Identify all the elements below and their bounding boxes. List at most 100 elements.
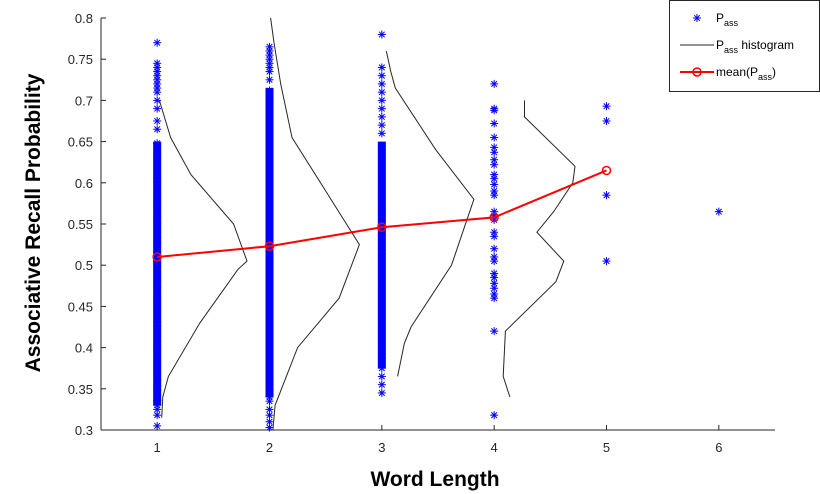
y-tick-label: 0.35 — [68, 382, 93, 397]
scatter-point — [377, 104, 386, 113]
scatter-point — [265, 323, 274, 332]
scatter-point — [153, 117, 162, 125]
scatter-point — [602, 117, 611, 125]
scatter-point — [377, 309, 386, 318]
scatter-point — [153, 346, 162, 355]
scatter-point — [714, 207, 723, 216]
mean-layer — [152, 165, 612, 262]
scatter-point — [602, 191, 611, 200]
scatter-point — [377, 71, 386, 80]
scatter-point — [377, 372, 386, 381]
scatter-point — [377, 146, 386, 155]
scatter-point — [377, 304, 386, 313]
scatter-point — [265, 116, 274, 125]
scatter-point — [265, 397, 274, 406]
scatter-point — [265, 304, 274, 313]
scatter-point — [377, 314, 386, 323]
legend-mean-marker-symbol — [692, 67, 702, 77]
scatter-point — [153, 391, 162, 400]
scatter-point — [153, 302, 162, 311]
scatter-point — [153, 272, 162, 281]
legend-label: mean(Pass) — [716, 65, 776, 82]
scatter-point — [153, 371, 162, 380]
scatter-point — [153, 38, 162, 47]
histogram-curve — [502, 100, 576, 398]
scatter-point — [265, 279, 274, 288]
histogram-curve — [158, 100, 248, 418]
scatter-point — [265, 378, 274, 387]
scatter-point — [377, 181, 386, 190]
scatter-point — [265, 75, 274, 84]
scatter-point — [490, 257, 499, 266]
scatter-point — [153, 312, 162, 321]
x-tick-label: 5 — [603, 440, 610, 455]
scatter-point — [602, 257, 611, 266]
scatter-point — [377, 79, 386, 88]
scatter-point — [377, 280, 386, 289]
x-tick-label: 6 — [715, 440, 722, 455]
scatter-point — [377, 88, 386, 97]
y-tick-label: 0.45 — [68, 299, 93, 314]
x-axis-title: Word Length — [370, 468, 499, 491]
scatter-point — [265, 363, 274, 372]
scatter-point — [265, 299, 274, 308]
scatter-point — [377, 380, 386, 389]
y-tick-label: 0.65 — [68, 135, 93, 150]
mean-marker — [152, 252, 162, 262]
scatter-point — [490, 273, 499, 282]
scatter-point — [377, 129, 386, 138]
y-tick-label: 0.4 — [75, 341, 93, 356]
legend: Pass Pass histogram mean(Pass) — [669, 0, 820, 92]
scatter-point — [377, 30, 386, 39]
mean-marker — [264, 241, 275, 251]
y-tick-label: 0.75 — [68, 52, 93, 67]
x-tick-label: 4 — [491, 440, 498, 455]
scatter-point — [265, 42, 274, 51]
histogram-layer — [158, 17, 576, 431]
scatter-layer — [153, 30, 723, 432]
y-axis-title: Associative Recall Probability — [22, 73, 45, 372]
scatter-point — [377, 294, 386, 303]
scatter-point — [265, 210, 274, 219]
scatter-point — [153, 193, 162, 202]
scatter-point — [153, 228, 162, 237]
scatter-point — [377, 141, 386, 150]
scatter-point — [153, 411, 162, 420]
scatter-point — [265, 86, 274, 95]
scatter-point — [490, 119, 499, 128]
scatter-point — [377, 112, 386, 121]
scatter-point — [490, 133, 499, 142]
scatter-point — [490, 294, 499, 303]
scatter-point — [377, 156, 386, 165]
scatter-point — [490, 244, 499, 253]
legend-label: Pass — [716, 11, 739, 28]
scatter-point — [153, 292, 162, 301]
scatter-point — [265, 200, 274, 209]
y-tick-label: 0.55 — [68, 217, 93, 232]
scatter-point — [153, 307, 162, 316]
scatter-point — [153, 297, 162, 306]
scatter-point — [377, 388, 386, 397]
scatter-point — [153, 178, 162, 187]
mean-marker — [377, 222, 387, 233]
scatter-point — [377, 96, 386, 105]
scatter-point — [490, 191, 499, 200]
scatter-point — [265, 353, 274, 362]
scatter-point — [153, 223, 162, 232]
mean-marker — [601, 165, 612, 176]
scatter-point — [265, 131, 274, 140]
legend-label: Pass histogram — [716, 38, 794, 55]
scatter-point — [377, 285, 386, 294]
legend-scatter-symbol — [693, 14, 701, 22]
y-tick-label: 0.8 — [75, 11, 93, 26]
scatter-point — [490, 232, 499, 241]
scatter-point — [377, 240, 386, 249]
axes-layer: 1 2 3 4 5 6 0.3 0.35 0.4 0.45 0.5 0.55 0.6 0.65 0.7 0.7… — [68, 11, 775, 455]
scatter-point — [377, 121, 386, 130]
x-tick-label: 2 — [266, 440, 273, 455]
scatter-point — [377, 63, 386, 72]
scatter-point — [490, 160, 499, 169]
y-tick-label: 0.5 — [75, 258, 93, 273]
scatter-point — [377, 245, 386, 254]
